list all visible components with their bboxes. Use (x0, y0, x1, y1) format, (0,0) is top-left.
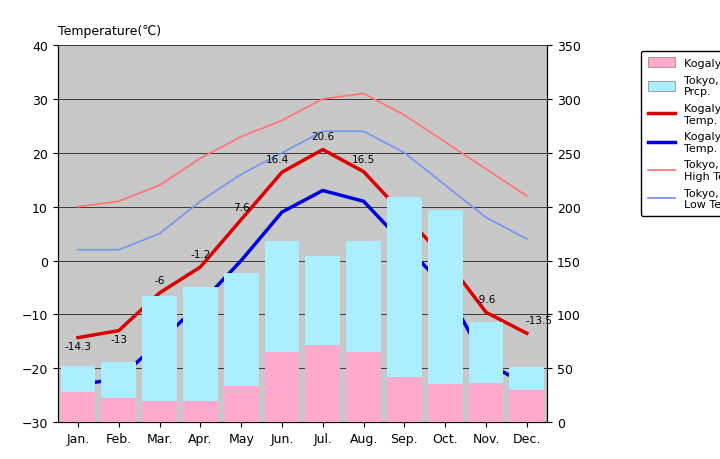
Bar (60, 392, 95, 422)
Bar (143, 401, 177, 422)
Text: -13: -13 (110, 334, 127, 344)
Bar (265, 353, 300, 422)
Text: -14.3: -14.3 (65, 341, 91, 351)
Bar (469, 322, 503, 422)
Text: 16.4: 16.4 (266, 155, 289, 165)
Text: 7.6: 7.6 (233, 202, 250, 212)
Legend: Kogalym Prcp., Tokyo, Japan
Prcp., Kogalym High
Temp., Kogalym Low
Temp., Tokyo,: Kogalym Prcp., Tokyo, Japan Prcp., Kogal… (641, 51, 720, 217)
Text: 20.6: 20.6 (311, 132, 334, 142)
Text: Temperature(℃): Temperature(℃) (58, 25, 161, 38)
Bar (346, 353, 381, 422)
Bar (510, 368, 544, 422)
Text: -1.2: -1.2 (190, 249, 210, 259)
Text: -13.5: -13.5 (526, 315, 552, 325)
Bar (346, 241, 381, 422)
Bar (183, 401, 217, 422)
Bar (469, 384, 503, 422)
Bar (510, 390, 544, 422)
Bar (224, 274, 258, 422)
Bar (143, 297, 177, 422)
Bar (305, 345, 340, 422)
Bar (102, 362, 136, 422)
Bar (183, 288, 217, 422)
Bar (265, 241, 300, 422)
Bar (60, 366, 95, 422)
Text: 16.5: 16.5 (352, 154, 375, 164)
Text: 0.4: 0.4 (437, 241, 454, 251)
Text: -6: -6 (154, 275, 165, 285)
Bar (387, 197, 422, 422)
Bar (102, 398, 136, 422)
Text: 8.4: 8.4 (396, 198, 413, 208)
Bar (428, 210, 462, 422)
Bar (224, 386, 258, 422)
Bar (387, 377, 422, 422)
Bar (305, 257, 340, 422)
Bar (428, 385, 462, 422)
Text: -9.6: -9.6 (476, 295, 496, 304)
